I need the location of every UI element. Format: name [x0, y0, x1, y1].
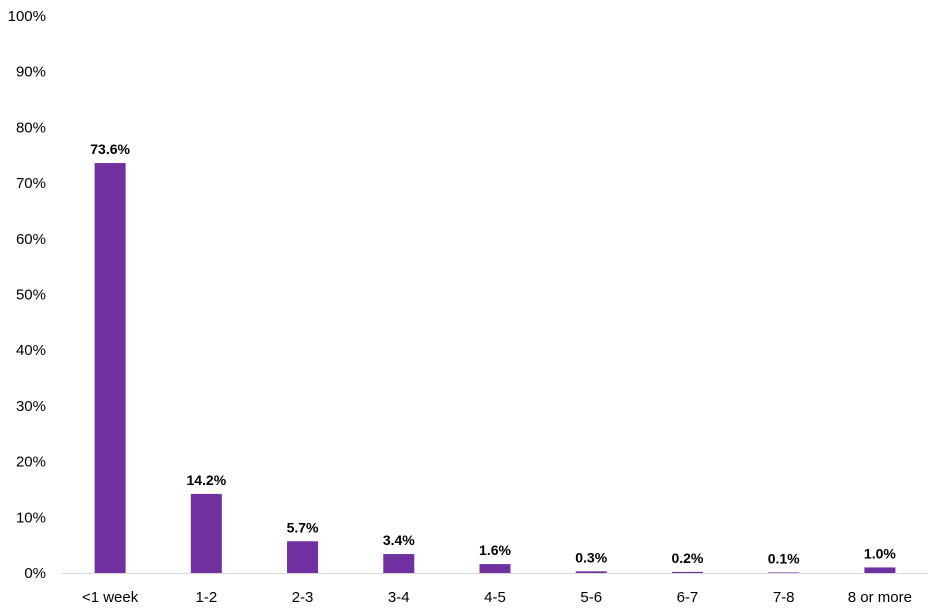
data-label: 0.2%: [671, 550, 703, 566]
data-label: 0.3%: [575, 549, 607, 565]
x-tick-label: 8 or more: [848, 589, 912, 606]
x-tick-label: 7-8: [773, 589, 795, 606]
bar: [768, 572, 800, 573]
bar: [864, 567, 896, 573]
bar: [287, 541, 319, 573]
data-label: 0.1%: [768, 550, 800, 566]
data-label: 5.7%: [287, 519, 319, 535]
data-label: 14.2%: [186, 472, 226, 488]
bar: [479, 564, 511, 573]
x-axis-tick-labels: <1 week 1-2 2-3 3-4 4-5 5-6 6-7 7-8 8 or more: [82, 589, 912, 606]
y-axis-tick-labels: 0% 10% 20% 30% 40% 50% 60% 70% 80% 90% 100%: [8, 8, 46, 582]
x-tick-label: 4-5: [484, 589, 506, 606]
x-tick-label: 3-4: [388, 589, 410, 606]
data-label: 3.4%: [383, 532, 415, 548]
bar-series: [94, 163, 896, 573]
bar: [94, 163, 126, 573]
bar: [383, 554, 415, 573]
y-tick-label: 70%: [16, 175, 46, 192]
x-tick-label: 5-6: [580, 589, 602, 606]
x-tick-label: <1 week: [82, 589, 139, 606]
x-tick-label: 1-2: [195, 589, 217, 606]
y-tick-label: 20%: [16, 454, 46, 471]
x-tick-label: 2-3: [292, 589, 314, 606]
y-tick-label: 10%: [16, 509, 46, 526]
bar: [671, 571, 703, 573]
y-tick-label: 60%: [16, 231, 46, 248]
data-label: 73.6%: [90, 141, 130, 157]
y-tick-label: 100%: [8, 8, 46, 25]
x-tick-label: 6-7: [677, 589, 699, 606]
data-label: 1.6%: [479, 542, 511, 558]
y-tick-label: 30%: [16, 398, 46, 415]
data-label: 1.0%: [864, 545, 896, 561]
y-tick-label: 40%: [16, 342, 46, 359]
bar: [575, 571, 607, 573]
data-labels: 73.6% 14.2% 5.7% 3.4% 1.6% 0.3% 0.2% 0.1% 1.0%: [90, 141, 896, 566]
y-tick-label: 90%: [16, 64, 46, 81]
y-tick-label: 80%: [16, 119, 46, 136]
bar: [190, 493, 222, 573]
y-tick-label: 50%: [16, 287, 46, 304]
y-tick-label: 0%: [24, 565, 46, 582]
